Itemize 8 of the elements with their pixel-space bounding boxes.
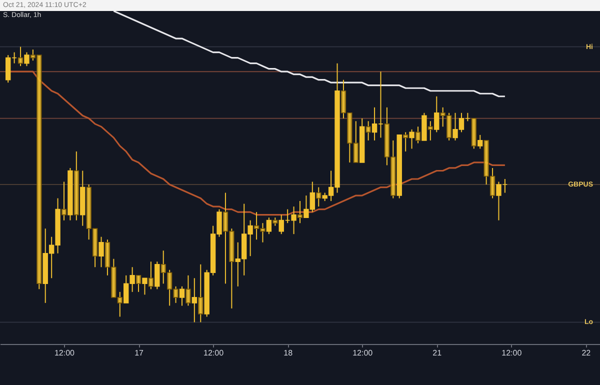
x-tick-label: 12:00 xyxy=(502,348,522,358)
x-tick-label: 12:00 xyxy=(352,348,374,358)
x-tick-label: 12:00 xyxy=(54,348,76,358)
x-tick-label: 18 xyxy=(284,348,294,358)
x-tick-label: 17 xyxy=(134,348,144,358)
x-tick-label: 21 xyxy=(432,348,442,358)
x-tick-label: 12:00 xyxy=(204,348,224,358)
x-tick-label: 22 xyxy=(582,348,592,358)
